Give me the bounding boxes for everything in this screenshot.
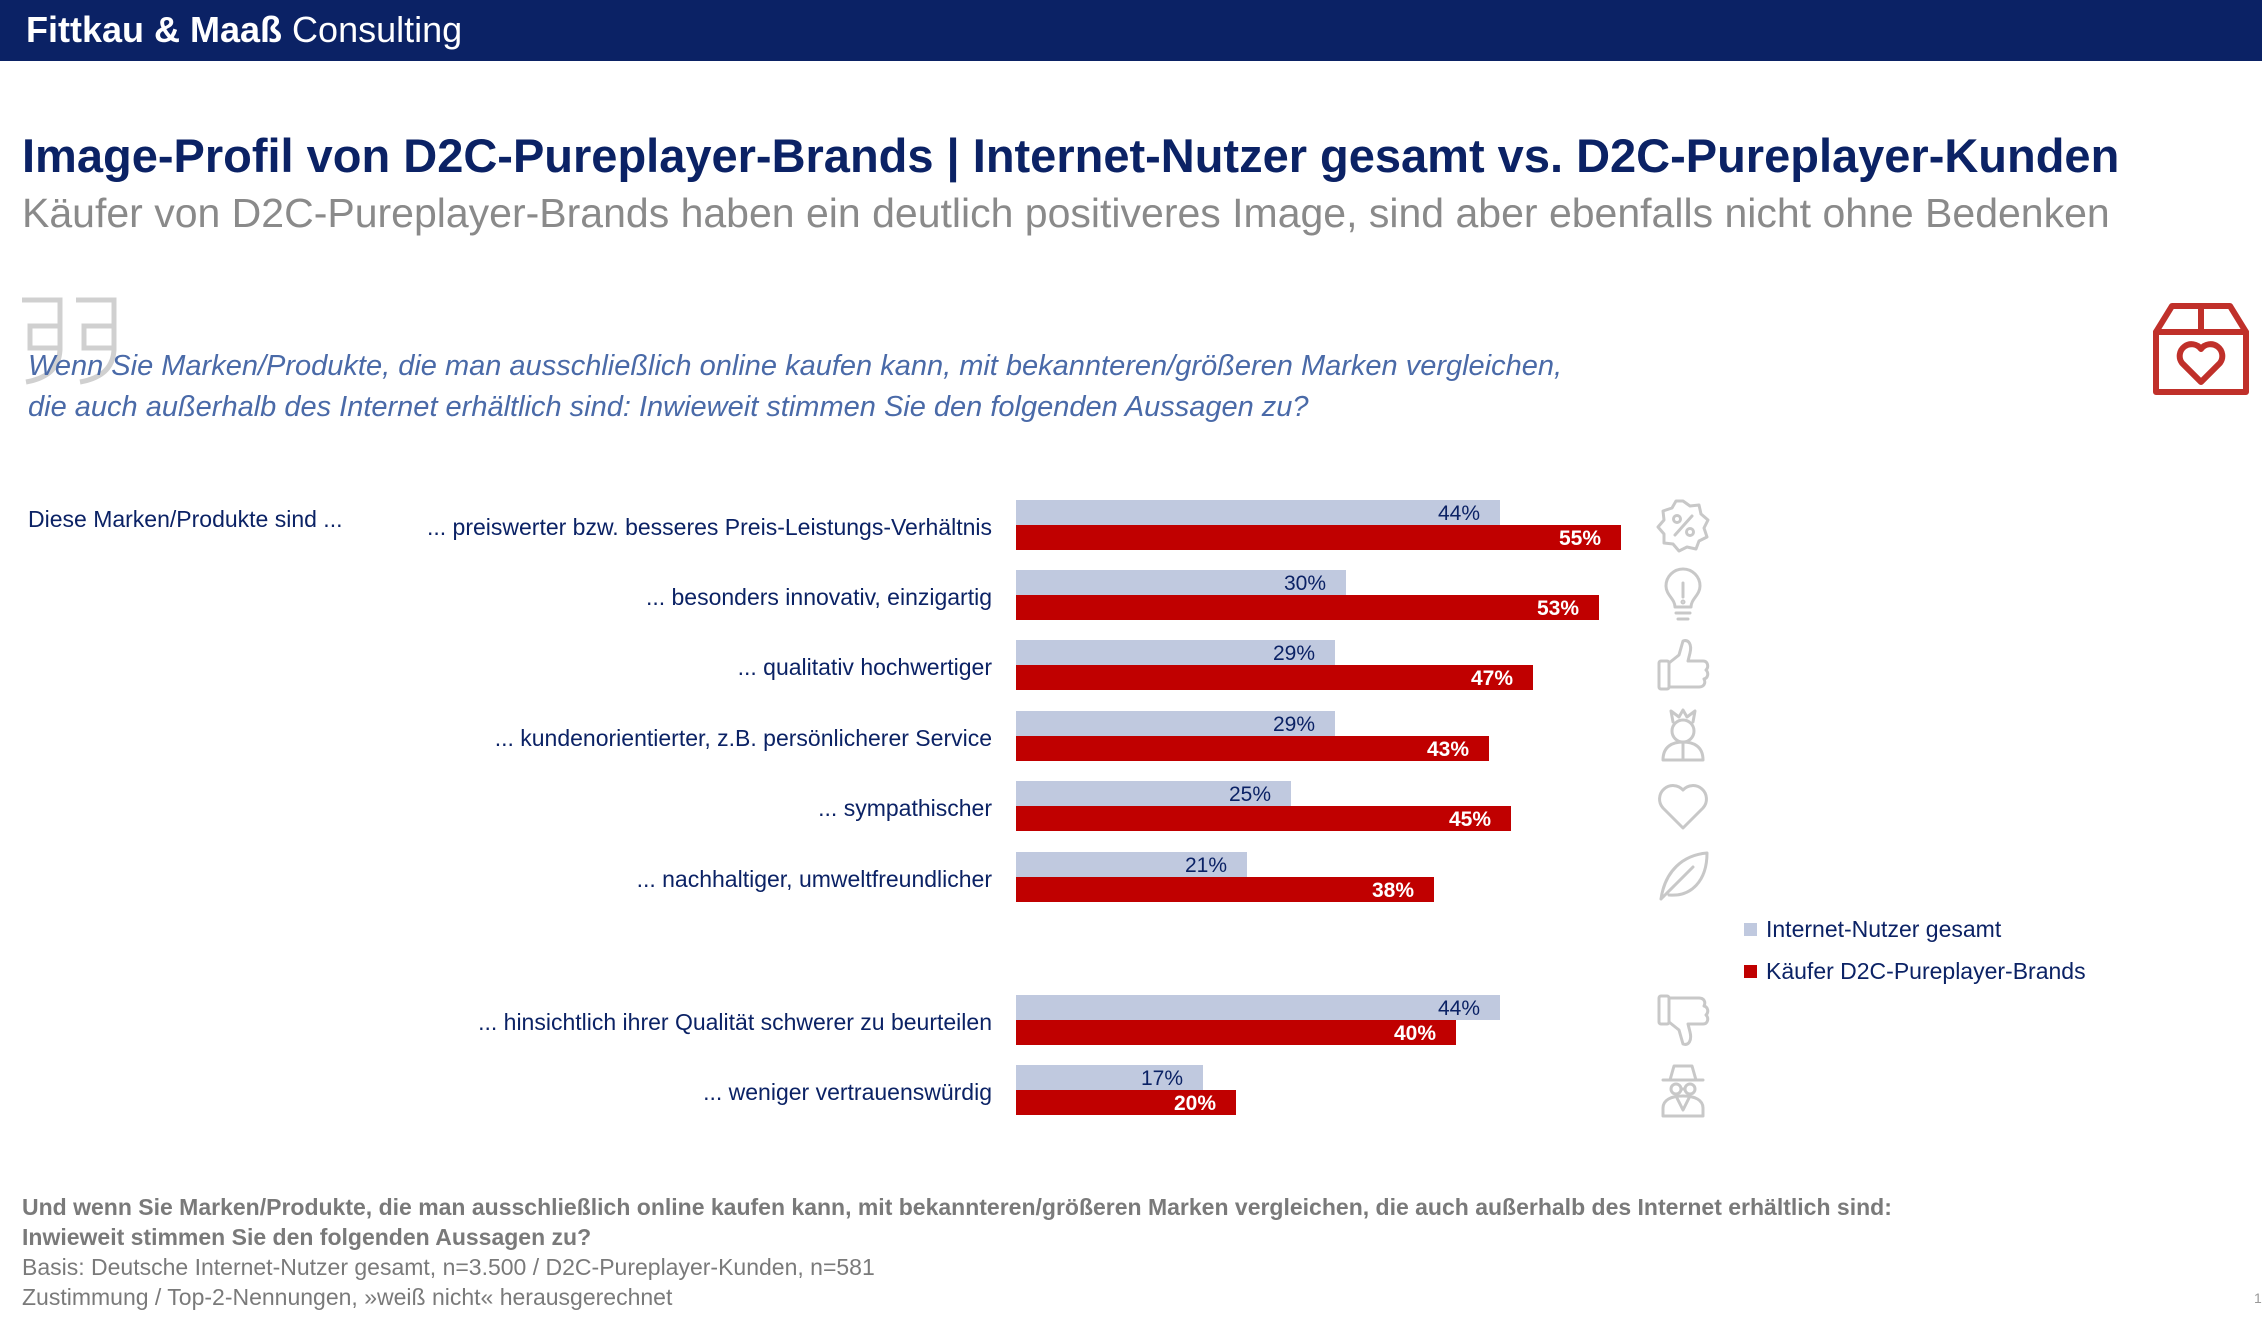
- footer-note: Zustimmung / Top-2-Nennungen, »weiß nich…: [22, 1284, 673, 1310]
- quote-icon: [22, 297, 117, 385]
- page-subtitle: Käufer von D2C-Pureplayer-Brands haben e…: [22, 190, 2110, 236]
- bar-kaeufer: [1016, 877, 1434, 902]
- data-label: 47%: [1471, 667, 1513, 690]
- bar-internet-nutzer: [1016, 640, 1335, 665]
- data-label: 29%: [1273, 713, 1315, 736]
- legend-label: Internet-Nutzer gesamt: [1766, 915, 2002, 942]
- bar-kaeufer: [1016, 1020, 1456, 1045]
- footer-notes: Und wenn Sie Marken/Produkte, die man au…: [22, 1192, 1892, 1312]
- category-label: ... sympathischer: [818, 795, 992, 821]
- data-label: 21%: [1185, 854, 1227, 877]
- statement-lead-label: Diese Marken/Produkte sind ...: [28, 506, 343, 532]
- bar-internet-nutzer: [1016, 852, 1247, 877]
- bar-chart: ... preiswerter bzw. besseres Preis-Leis…: [427, 499, 1710, 1118]
- data-label: 43%: [1427, 738, 1469, 761]
- data-label: 20%: [1174, 1092, 1216, 1115]
- footer-question-line-2: Inwieweit stimmen Sie den folgenden Auss…: [22, 1224, 592, 1250]
- data-label: 40%: [1394, 1022, 1436, 1045]
- legend-item-kaeufer: Käufer D2C-Pureplayer-Brands: [1744, 950, 2086, 992]
- legend-label: Käufer D2C-Pureplayer-Brands: [1766, 957, 2086, 984]
- category-label: ... kundenorientierter, z.B. persönliche…: [495, 725, 992, 751]
- bar-internet-nutzer: [1016, 570, 1346, 595]
- footer-basis: Basis: Deutsche Internet-Nutzer gesamt, …: [22, 1254, 875, 1280]
- chart-legend: Internet-Nutzer gesamt Käufer D2C-Purepl…: [1744, 908, 2086, 992]
- category-label: ... nachhaltiger, umweltfreundlicher: [637, 866, 993, 892]
- category-label: ... preiswerter bzw. besseres Preis-Leis…: [427, 514, 992, 540]
- category-label: ... qualitativ hochwertiger: [738, 654, 993, 680]
- data-label: 29%: [1273, 642, 1315, 665]
- gift-box-heart-icon: [2153, 303, 2249, 395]
- legend-item-internet-nutzer: Internet-Nutzer gesamt: [1744, 908, 2086, 950]
- bar-kaeufer: [1016, 736, 1489, 761]
- bar-kaeufer: [1016, 665, 1533, 690]
- category-label: ... hinsichtlich ihrer Qualität schwerer…: [478, 1009, 992, 1035]
- bar-internet-nutzer: [1016, 1065, 1203, 1090]
- leaf-icon: [1659, 851, 1709, 901]
- thumbs-down-icon: [1657, 994, 1710, 1046]
- data-label: 30%: [1284, 572, 1326, 595]
- bar-internet-nutzer: [1016, 781, 1291, 806]
- data-label: 53%: [1537, 597, 1579, 620]
- data-label: 44%: [1438, 502, 1480, 525]
- data-label: 17%: [1141, 1067, 1183, 1090]
- bar-internet-nutzer: [1016, 995, 1500, 1020]
- bar-kaeufer: [1016, 595, 1599, 620]
- bar-kaeufer: [1016, 806, 1511, 831]
- lightbulb-icon: [1664, 567, 1702, 621]
- page-title: Image-Profil von D2C-Pureplayer-Brands |…: [22, 129, 2120, 182]
- bar-internet-nutzer: [1016, 711, 1335, 736]
- data-label: 44%: [1438, 997, 1480, 1020]
- header-bar: Fittkau & Maaß Consulting: [0, 0, 2262, 61]
- data-label: 38%: [1372, 879, 1414, 902]
- service-person-icon: [1661, 708, 1705, 762]
- footer-question-line-1: Und wenn Sie Marken/Produkte, die man au…: [22, 1194, 1892, 1220]
- category-label: ... weniger vertrauenswürdig: [703, 1079, 992, 1105]
- thumbs-up-icon: [1657, 639, 1710, 691]
- bar-kaeufer: [1016, 1090, 1236, 1115]
- bar-kaeufer: [1016, 525, 1621, 550]
- legend-swatch-red: [1744, 964, 1757, 978]
- data-label: 45%: [1449, 808, 1491, 831]
- survey-question: Wenn Sie Marken/Produkte, die man aussch…: [28, 350, 1563, 423]
- data-label: 25%: [1229, 783, 1271, 806]
- legend-swatch-gray: [1744, 922, 1757, 936]
- page-number: 1: [2254, 1290, 2262, 1306]
- spy-icon: [1661, 1064, 1705, 1118]
- bar-internet-nutzer: [1016, 500, 1500, 525]
- data-label: 55%: [1559, 527, 1601, 550]
- category-label: ... besonders innovativ, einzigartig: [646, 584, 992, 610]
- heart-icon: [1658, 784, 1708, 830]
- brand-logo: Fittkau & Maaß Consulting: [26, 9, 463, 50]
- percent-badge-icon: [1656, 499, 1710, 553]
